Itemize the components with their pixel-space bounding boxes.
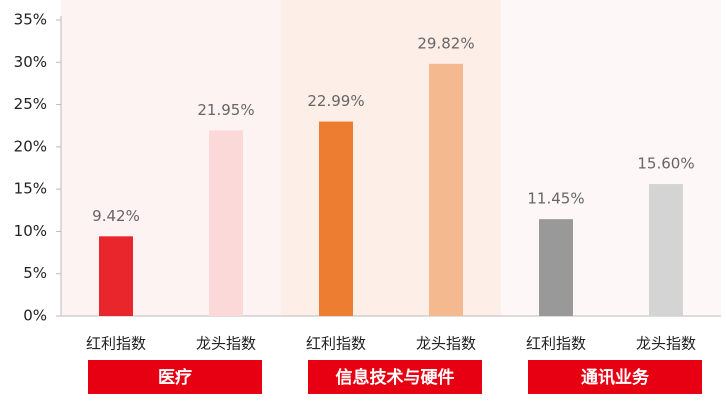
y-tick-label: 5% [23,264,47,282]
y-tick-label: 25% [14,95,47,113]
x-tick-label: 龙头指数 [416,335,476,353]
value-label: 9.42% [92,207,140,225]
bar [99,236,133,316]
bar [649,184,683,316]
x-tick-label: 红利指数 [86,335,146,353]
group-label: 通讯业务 [581,367,650,388]
group-background [501,0,721,316]
group-label: 信息技术与硬件 [336,367,455,388]
value-label: 22.99% [307,92,364,110]
y-tick-label: 30% [14,53,47,71]
bar [209,130,243,316]
group-label-box [88,360,262,394]
value-label: 11.45% [527,190,584,208]
y-tick-label: 10% [14,222,47,240]
y-tick-label: 35% [14,11,47,29]
bar [429,63,463,316]
x-tick-label: 龙头指数 [196,335,256,353]
group-label-box [308,360,482,394]
x-tick-label: 红利指数 [526,335,586,353]
y-tick-label: 0% [23,307,47,325]
x-tick-label: 红利指数 [306,335,366,353]
group-label-box [528,360,702,394]
value-label: 21.95% [197,101,254,119]
group-background [61,0,281,316]
bar [539,219,573,316]
value-label: 29.82% [417,34,474,52]
bar [319,121,353,316]
group-label: 医疗 [158,367,192,388]
y-tick-label: 15% [14,180,47,198]
value-label: 15.60% [637,155,694,173]
x-tick-label: 龙头指数 [636,335,696,353]
group-background [281,0,501,316]
y-tick-label: 20% [14,137,47,155]
